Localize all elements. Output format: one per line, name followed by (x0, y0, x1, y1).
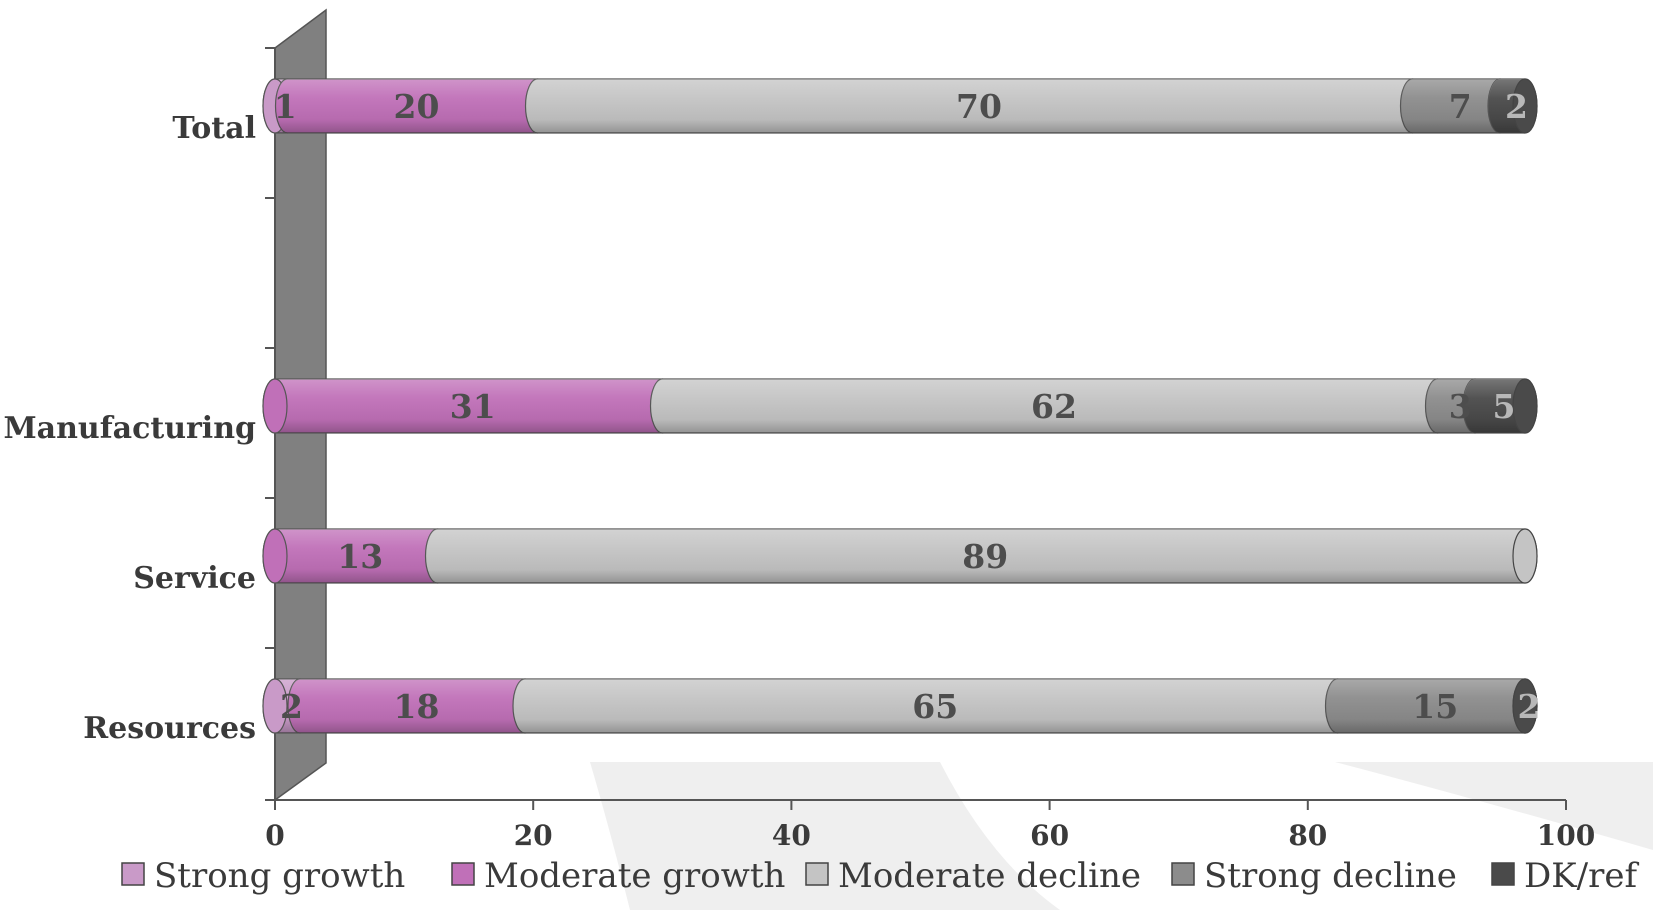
category-label: Resources (83, 711, 256, 746)
legend-swatch (1171, 862, 1195, 886)
bar-segment-shade (263, 379, 675, 433)
legend-label: Strong decline (1204, 856, 1457, 896)
data-label: 3 (1449, 387, 1472, 426)
bar-end-cap (1512, 678, 1538, 734)
bar-segment-shade (1325, 679, 1537, 733)
legend-label: Moderate growth (484, 856, 785, 896)
bar-start-cap (262, 378, 288, 434)
data-label: 1 (274, 87, 297, 126)
data-label: 2 (1505, 87, 1528, 126)
bar-start-cap (262, 528, 288, 584)
data-label: 89 (962, 537, 1008, 576)
bar-end-cap (1512, 378, 1538, 434)
legend-label: Moderate decline (838, 856, 1141, 896)
legend-swatch (121, 862, 145, 886)
bar-segment-shade (425, 529, 1538, 583)
x-tick-label: 60 (1030, 819, 1069, 852)
legend-swatch (1491, 862, 1515, 886)
data-label: 15 (1412, 687, 1458, 726)
bar-end-cap (1512, 78, 1538, 134)
data-label: 7 (1449, 87, 1472, 126)
legend-label: DK/ref (1524, 856, 1639, 896)
category-label: Service (133, 561, 256, 596)
data-label: 2 (1518, 687, 1541, 726)
data-label: 31 (450, 387, 496, 426)
legend-label: Strong growth (154, 856, 405, 896)
data-label: 20 (394, 87, 440, 126)
data-label: 65 (912, 687, 958, 726)
bar-segment-shade (1400, 79, 1512, 133)
background-watermark-2 (1335, 762, 1653, 850)
bar-segment-shade (525, 79, 1425, 133)
bar-end-cap (1512, 528, 1538, 584)
x-tick-label: 100 (1537, 819, 1595, 852)
legend-swatch (805, 862, 829, 886)
x-tick-label: 0 (265, 819, 284, 852)
data-label: 5 (1493, 387, 1516, 426)
category-label: Manufacturing (3, 411, 256, 446)
bar-segment-shade (288, 679, 537, 733)
x-tick-label: 80 (1288, 819, 1327, 852)
bar-segment-shade (513, 679, 1350, 733)
bar-segment-shade (275, 79, 550, 133)
bar-segment-shade (650, 379, 1450, 433)
data-label: 18 (394, 687, 440, 726)
data-label: 62 (1031, 387, 1077, 426)
data-label: 2 (280, 687, 303, 726)
category-label: Total (172, 111, 256, 146)
bar-segment-shade (263, 529, 450, 583)
data-label: 13 (337, 537, 383, 576)
x-tick-label: 40 (772, 819, 811, 852)
legend-swatch (451, 862, 475, 886)
data-label: 70 (956, 87, 1002, 126)
x-tick-label: 20 (514, 819, 553, 852)
bar-start-cap (262, 678, 288, 734)
